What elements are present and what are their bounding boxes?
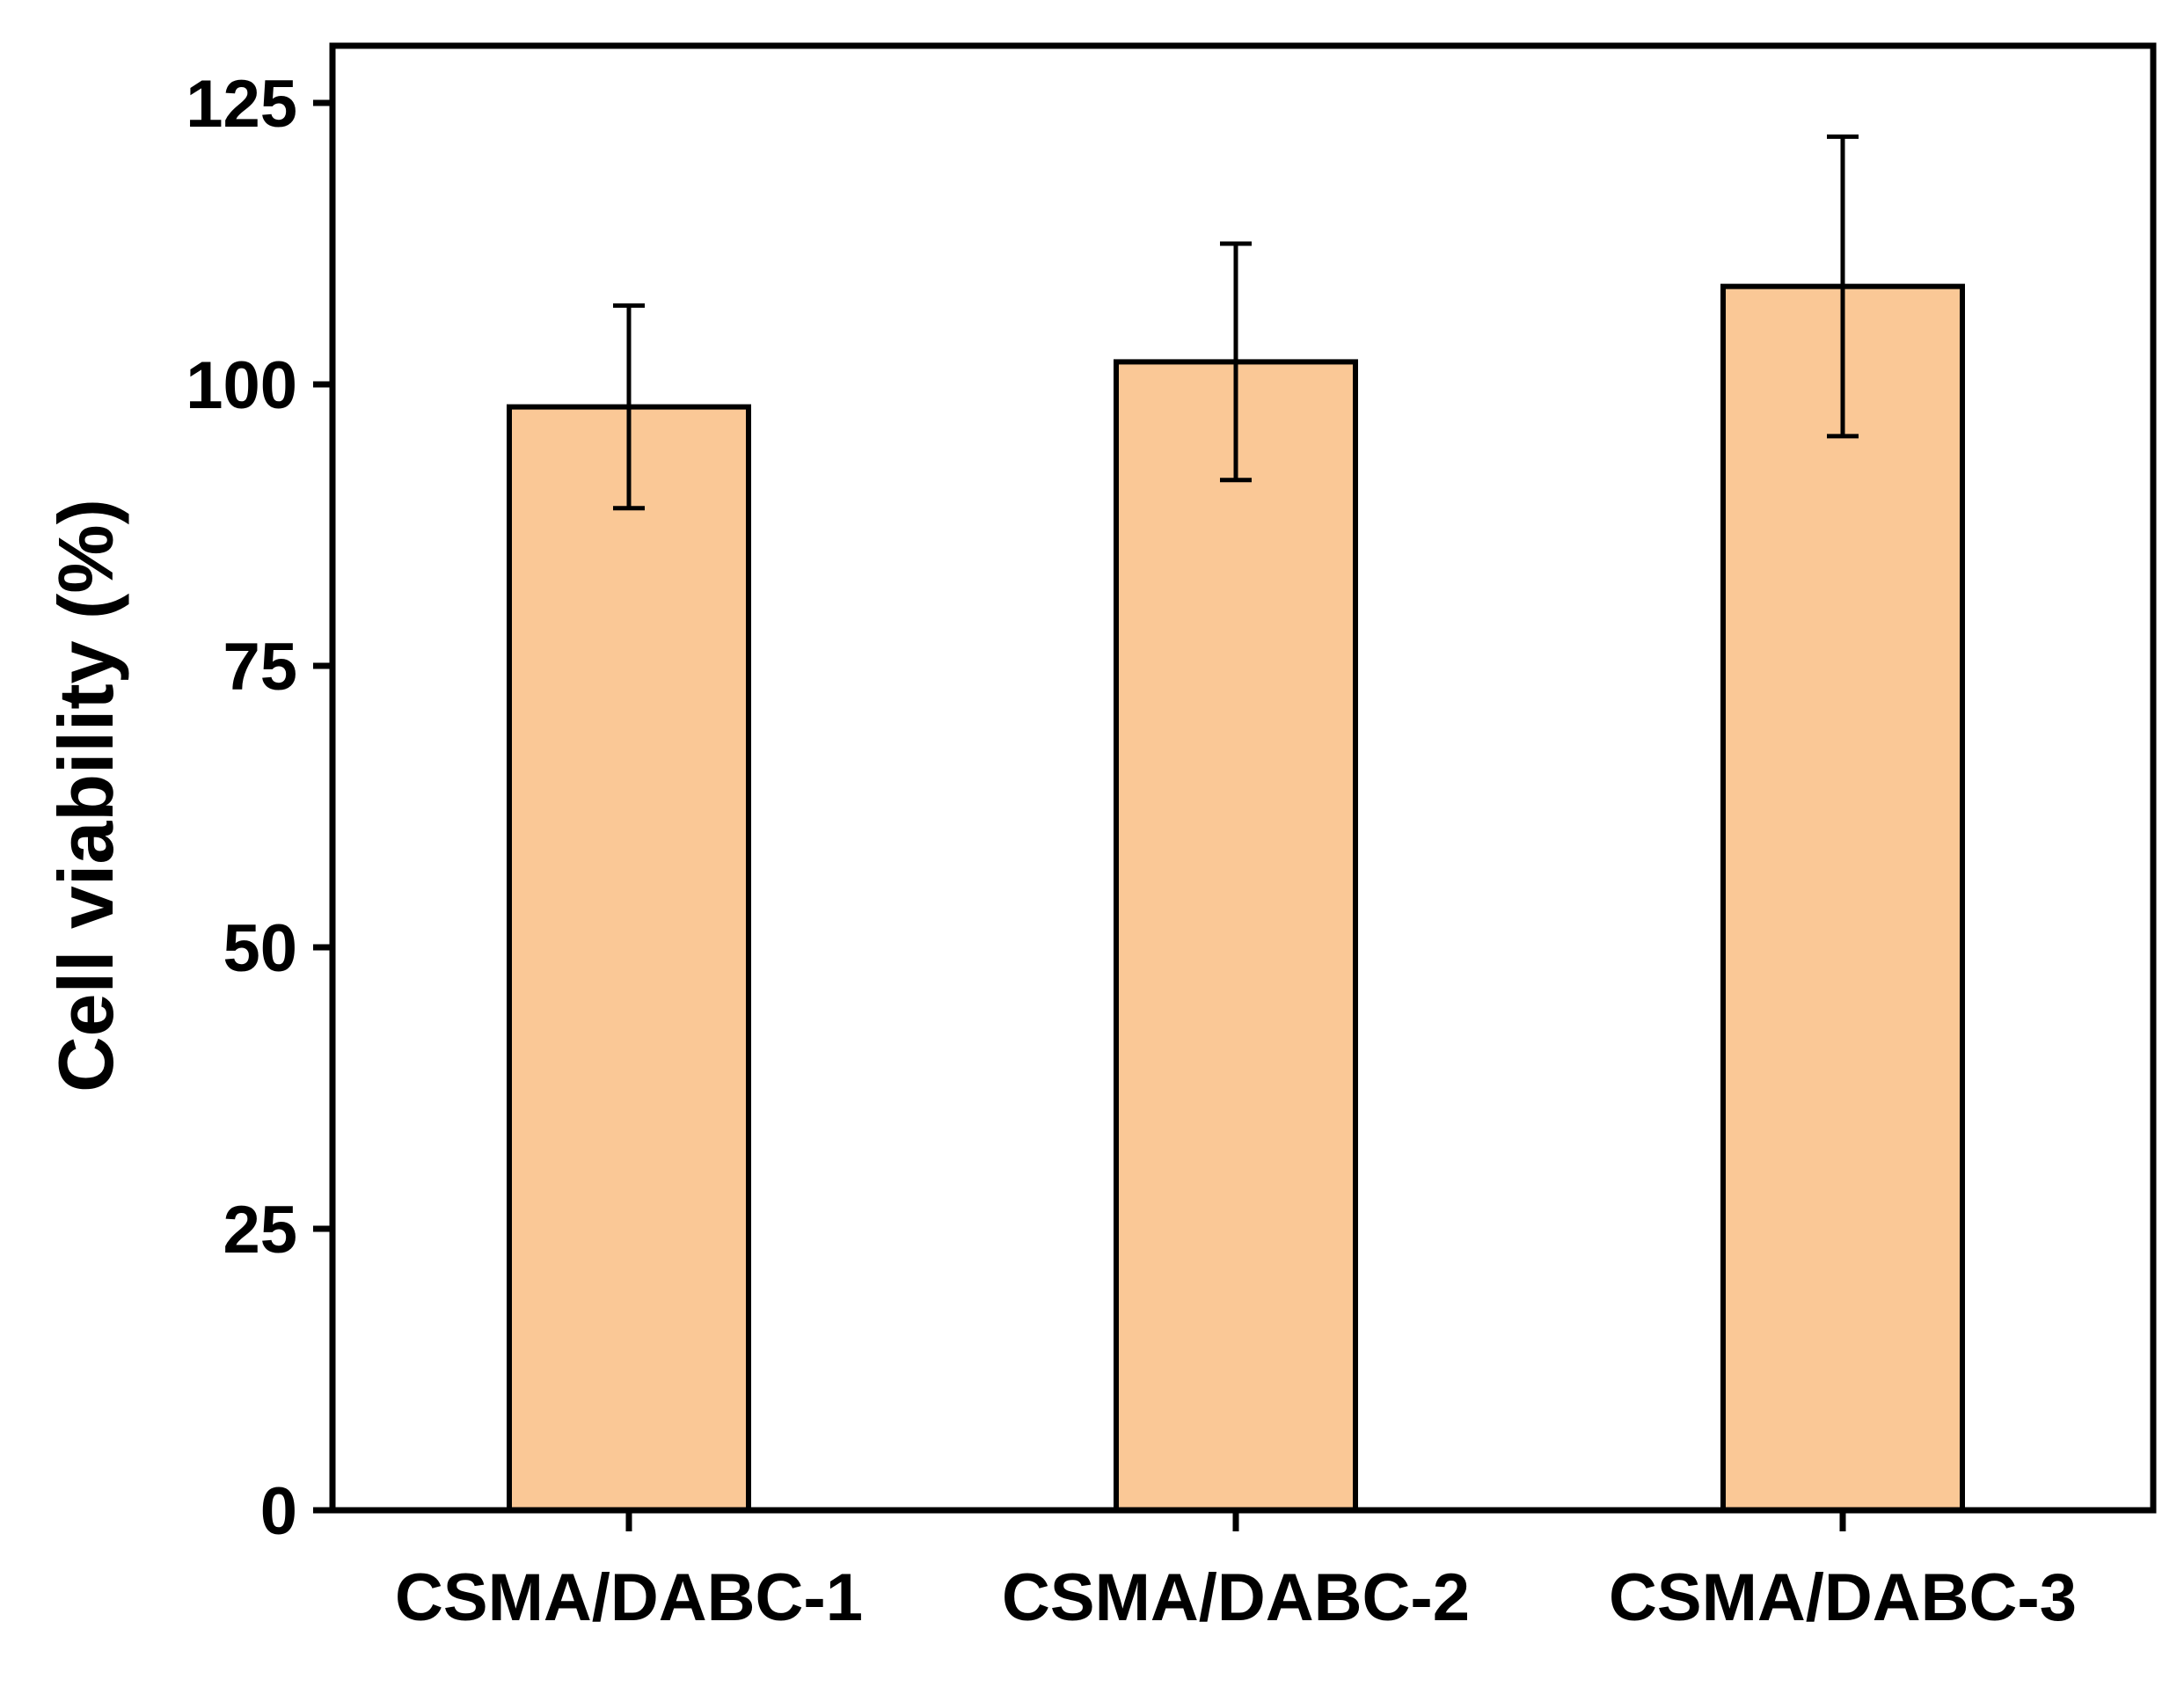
- bar-3: [1720, 283, 1965, 1513]
- x-axis: CSMA/DABC-1 CSMA/DABC-2 CSMA/DABC-3: [395, 1510, 2077, 1635]
- x-tick-label-2: CSMA/DABC-2: [1002, 1560, 1470, 1635]
- y-axis-title: Cell viability (%): [42, 499, 129, 1092]
- x-tick-label-1: CSMA/DABC-1: [395, 1560, 863, 1635]
- plot-frame: [329, 42, 2157, 1514]
- y-tick-label: 100: [186, 348, 297, 423]
- bar-1: [507, 404, 751, 1514]
- bar-2: [1114, 359, 1358, 1513]
- y-tick-label: 125: [186, 67, 297, 142]
- y-tick-label: 50: [223, 911, 297, 986]
- y-tick-label: 75: [223, 630, 297, 705]
- error-bars-layer: [613, 134, 1859, 511]
- x-tick-label-3: CSMA/DABC-3: [1609, 1560, 2077, 1635]
- y-axis: 0 25 50 75 100 125: [186, 67, 332, 1549]
- y-tick-label: 0: [260, 1474, 297, 1549]
- y-tick-label: 25: [223, 1193, 297, 1267]
